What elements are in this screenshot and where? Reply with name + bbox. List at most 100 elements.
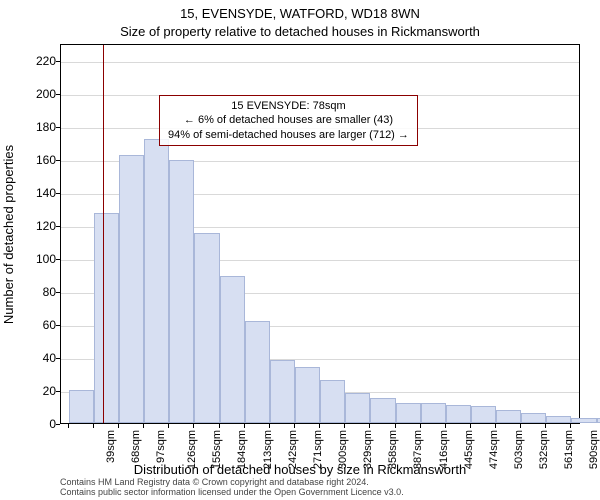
x-tick-mark: [219, 424, 220, 428]
y-tick-label: 80: [16, 285, 56, 299]
y-tick-mark: [56, 94, 60, 95]
x-tick-mark: [68, 424, 69, 428]
histogram-bar: [546, 416, 571, 423]
x-tick-mark: [319, 424, 320, 428]
x-tick-label: 213sqm: [262, 430, 274, 469]
x-tick-label: 155sqm: [211, 430, 223, 469]
histogram-bar: [320, 380, 345, 423]
x-tick-mark: [344, 424, 345, 428]
x-tick-mark: [369, 424, 370, 428]
x-tick-mark: [520, 424, 521, 428]
x-tick-label: 271sqm: [312, 430, 324, 469]
histogram-bar: [94, 213, 119, 423]
x-tick-label: 68sqm: [130, 430, 142, 463]
x-tick-mark: [570, 424, 571, 428]
x-tick-mark: [545, 424, 546, 428]
histogram-bar: [144, 139, 169, 423]
y-tick-label: 120: [16, 219, 56, 233]
x-tick-label: 532sqm: [538, 430, 550, 469]
x-tick-mark: [193, 424, 194, 428]
footer-line2: Contains public sector information licen…: [60, 488, 404, 498]
y-tick-label: 220: [16, 54, 56, 68]
x-tick-mark: [470, 424, 471, 428]
x-tick-label: 358sqm: [387, 430, 399, 469]
histogram-bar: [521, 413, 546, 423]
x-tick-label: 590sqm: [588, 430, 600, 469]
y-tick-mark: [56, 325, 60, 326]
histogram-bar: [69, 390, 94, 423]
x-tick-mark: [495, 424, 496, 428]
x-tick-mark: [445, 424, 446, 428]
y-tick-label: 60: [16, 318, 56, 332]
annotation-line2: ← 6% of detached houses are smaller (43): [168, 113, 409, 127]
y-tick-label: 140: [16, 186, 56, 200]
reference-line: [103, 45, 104, 423]
x-tick-mark: [93, 424, 94, 428]
histogram-bar: [119, 155, 144, 423]
y-tick-mark: [56, 358, 60, 359]
x-tick-mark: [143, 424, 144, 428]
y-tick-mark: [56, 226, 60, 227]
histogram-bar: [571, 418, 596, 423]
histogram-bar: [295, 367, 320, 423]
x-tick-label: 242sqm: [287, 430, 299, 469]
x-tick-label: 184sqm: [237, 430, 249, 469]
histogram-bar: [345, 393, 370, 423]
chart-title-address: 15, EVENSYDE, WATFORD, WD18 8WN: [0, 6, 600, 21]
plot-area: 15 EVENSYDE: 78sqm ← 6% of detached hous…: [60, 44, 580, 424]
x-tick-label: 329sqm: [362, 430, 374, 469]
histogram-bar: [421, 403, 446, 423]
y-tick-mark: [56, 259, 60, 260]
x-tick-mark: [294, 424, 295, 428]
y-tick-mark: [56, 160, 60, 161]
y-tick-label: 100: [16, 252, 56, 266]
histogram-bar: [194, 233, 219, 423]
y-tick-label: 180: [16, 120, 56, 134]
chart-title-sub: Size of property relative to detached ho…: [0, 24, 600, 39]
y-tick-mark: [56, 424, 60, 425]
y-tick-mark: [56, 61, 60, 62]
x-tick-mark: [395, 424, 396, 428]
histogram-bar: [471, 406, 496, 423]
y-tick-label: 20: [16, 384, 56, 398]
histogram-bar: [270, 360, 295, 423]
y-tick-mark: [56, 391, 60, 392]
x-axis-label: Distribution of detached houses by size …: [0, 462, 600, 477]
x-tick-label: 503sqm: [513, 430, 525, 469]
y-tick-label: 160: [16, 153, 56, 167]
annotation-line3: 94% of semi-detached houses are larger (…: [168, 128, 409, 142]
x-tick-label: 126sqm: [186, 430, 198, 469]
x-tick-label: 300sqm: [337, 430, 349, 469]
y-axis-label-text: Number of detached properties: [2, 144, 17, 323]
x-tick-mark: [118, 424, 119, 428]
x-tick-label: 445sqm: [463, 430, 475, 469]
chart-container: 15, EVENSYDE, WATFORD, WD18 8WN Size of …: [0, 0, 600, 500]
histogram-bar: [597, 418, 600, 423]
x-tick-mark: [269, 424, 270, 428]
x-tick-mark: [244, 424, 245, 428]
histogram-bar: [370, 398, 395, 423]
x-tick-mark: [168, 424, 169, 428]
histogram-bar: [496, 410, 521, 423]
x-tick-label: 39sqm: [105, 430, 117, 463]
annotation-box: 15 EVENSYDE: 78sqm ← 6% of detached hous…: [159, 95, 418, 146]
x-tick-label: 561sqm: [563, 430, 575, 469]
histogram-bar: [169, 160, 194, 423]
x-tick-label: 474sqm: [488, 430, 500, 469]
footer-attribution: Contains HM Land Registry data © Crown c…: [60, 478, 404, 498]
y-tick-mark: [56, 127, 60, 128]
gridline: [61, 62, 579, 63]
histogram-bar: [245, 321, 270, 423]
x-tick-mark: [420, 424, 421, 428]
y-tick-label: 0: [16, 417, 56, 431]
histogram-bar: [220, 276, 245, 423]
annotation-line1: 15 EVENSYDE: 78sqm: [168, 99, 409, 113]
y-tick-mark: [56, 193, 60, 194]
y-tick-label: 40: [16, 351, 56, 365]
histogram-bar: [396, 403, 421, 423]
histogram-bar: [446, 405, 471, 423]
y-axis-label: Number of detached properties: [2, 44, 16, 424]
x-tick-label: 416sqm: [438, 430, 450, 469]
x-tick-label: 387sqm: [413, 430, 425, 469]
x-tick-label: 97sqm: [155, 430, 167, 463]
